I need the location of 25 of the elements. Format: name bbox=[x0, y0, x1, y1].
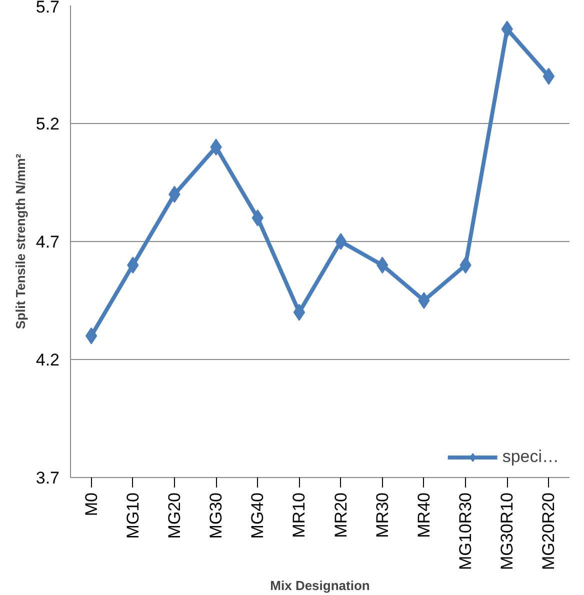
y-tick-label: 5.2 bbox=[36, 114, 60, 134]
y-tick-label: 4.7 bbox=[36, 232, 60, 252]
x-tick-label: MR40 bbox=[414, 492, 434, 538]
x-axis-title: Mix Designation bbox=[270, 578, 370, 593]
y-tick-label: 3.7 bbox=[36, 468, 60, 488]
x-tick-label: MR20 bbox=[331, 492, 350, 538]
y-axis-title: Split Tensile strength N/mm² bbox=[12, 153, 28, 330]
x-tick-label: MG10R30 bbox=[456, 492, 476, 570]
x-tick-label: MG30R10 bbox=[498, 492, 517, 570]
point bbox=[293, 304, 306, 321]
x-tick-label: MG30 bbox=[206, 492, 226, 539]
point bbox=[418, 292, 430, 309]
x-tick-label: M0 bbox=[82, 492, 101, 516]
x-tick-label: MG20 bbox=[164, 492, 184, 539]
x-tick-label: MG10 bbox=[123, 492, 142, 539]
legend-label: speci… bbox=[502, 447, 559, 467]
point bbox=[542, 68, 555, 85]
x-tick-label: MG20R20 bbox=[539, 492, 558, 570]
x-tick-label: MR10 bbox=[290, 492, 309, 538]
x-tick-label: MG40 bbox=[248, 492, 268, 539]
point bbox=[85, 327, 98, 344]
point bbox=[334, 233, 347, 250]
y-tick-label: 4.2 bbox=[36, 350, 60, 370]
y-tick-label: 5.7 bbox=[36, 0, 60, 16]
x-tick-label: MR30 bbox=[372, 492, 392, 538]
